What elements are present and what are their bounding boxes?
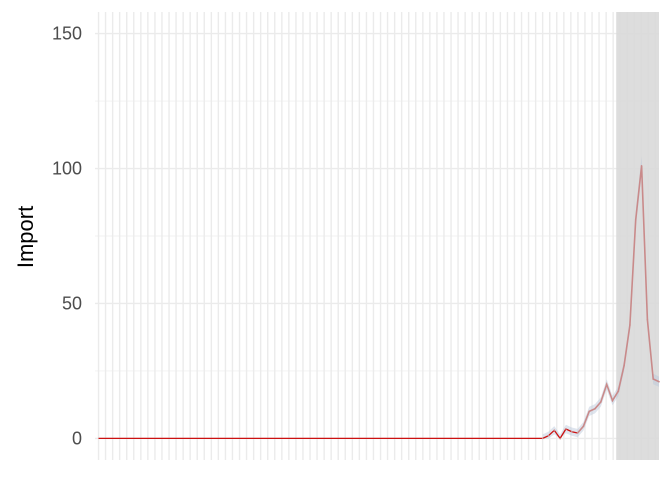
data-point	[547, 434, 550, 437]
y-axis-ticks: 0 50 100 150	[52, 24, 82, 449]
data-point	[623, 364, 625, 367]
data-point	[646, 318, 649, 321]
data-point	[652, 378, 654, 380]
data-point	[570, 430, 573, 433]
y-tick-label: 0	[72, 428, 82, 448]
data-point	[611, 399, 614, 402]
grid	[95, 12, 659, 460]
y-tick-label: 100	[52, 159, 82, 179]
y-axis-title: Import	[13, 206, 38, 268]
data-point	[565, 428, 567, 430]
data-point	[629, 324, 631, 326]
data-point	[582, 425, 585, 428]
highlight-region	[616, 12, 659, 460]
data-point	[600, 401, 602, 403]
data-point	[594, 407, 596, 410]
data-point	[658, 380, 660, 383]
shaded-region	[616, 12, 659, 460]
data-point	[559, 437, 561, 440]
y-tick-label: 50	[62, 293, 82, 313]
data-point	[576, 432, 579, 434]
series-lines	[98, 165, 660, 440]
data-point	[640, 165, 643, 167]
data-point	[617, 390, 620, 392]
data-point	[634, 219, 637, 221]
data-point	[541, 437, 544, 440]
data-point	[588, 410, 591, 413]
data-point	[553, 429, 556, 432]
data-point	[605, 383, 608, 386]
y-tick-label: 150	[52, 24, 82, 44]
